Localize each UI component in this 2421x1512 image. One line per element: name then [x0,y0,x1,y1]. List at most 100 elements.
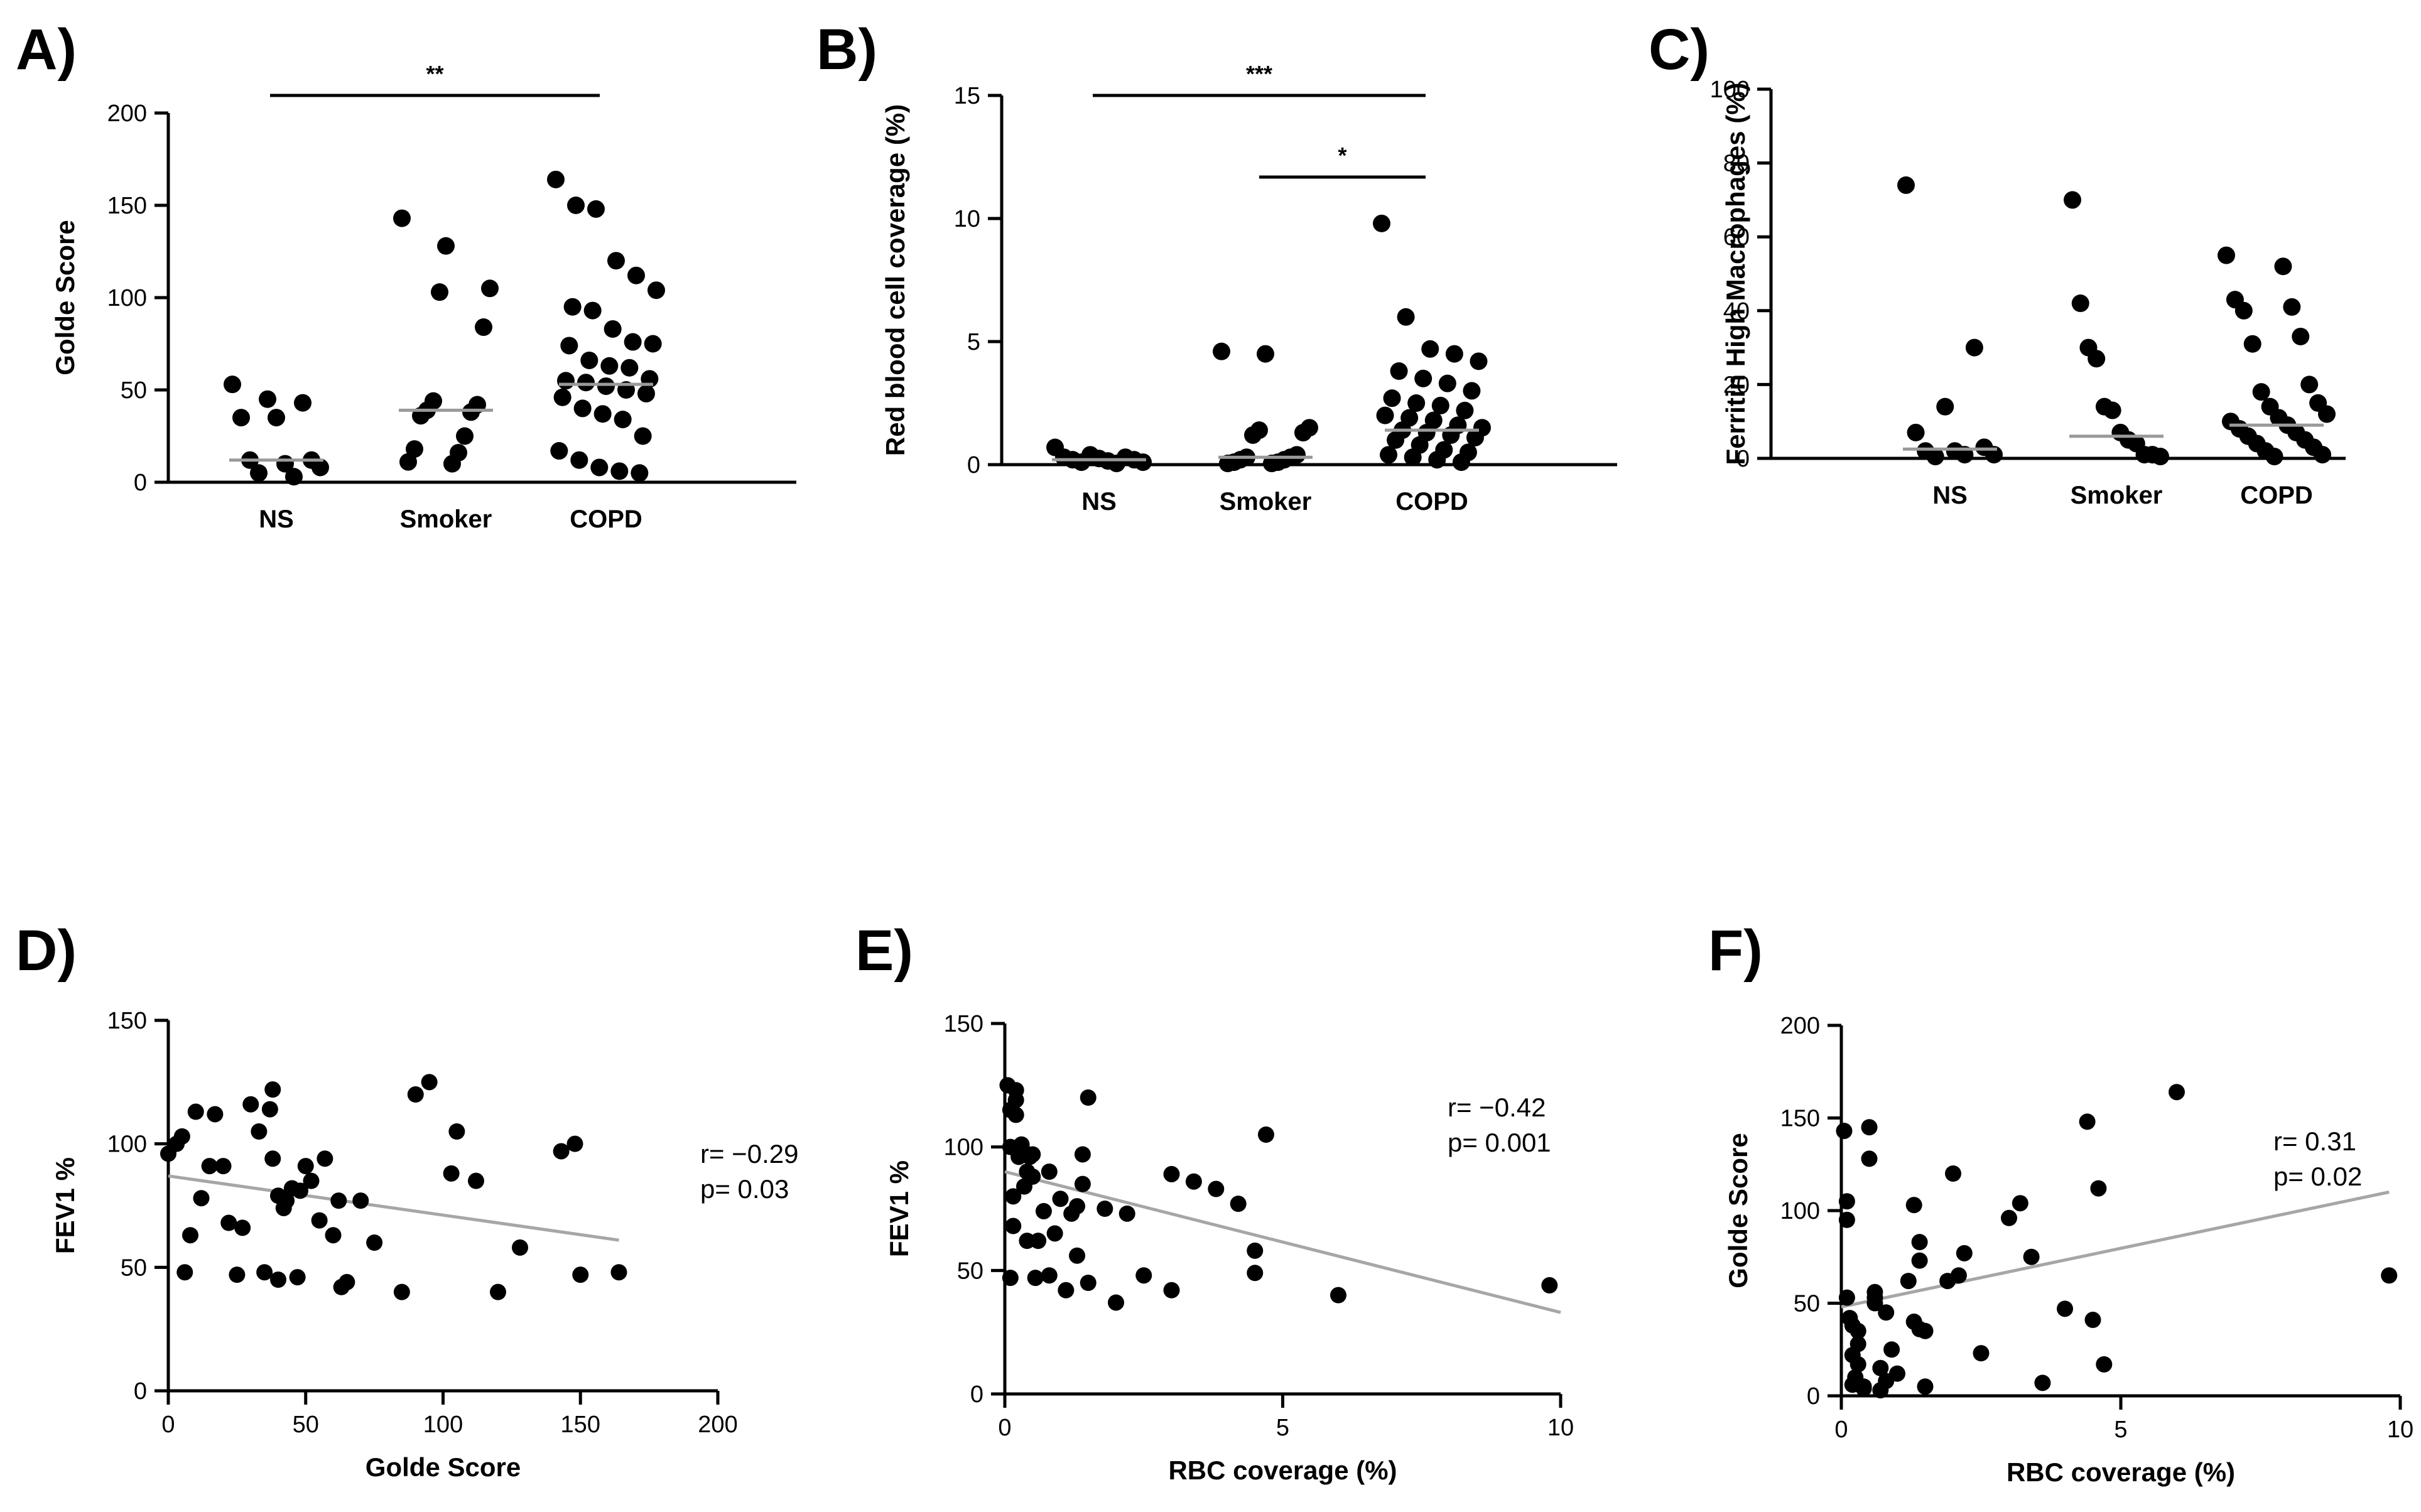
data-point [1247,1242,1264,1259]
data-point [1387,431,1405,449]
data-point [1135,1267,1152,1284]
data-point [627,266,645,284]
data-point [1905,1197,1922,1214]
data-point [256,1264,273,1281]
data-point [2090,1180,2107,1197]
data-point [1431,396,1449,414]
regression-line [168,1174,619,1242]
data-point [2169,1084,2185,1101]
data-point [330,1192,347,1209]
data-point [553,388,571,406]
y-axis-title: Red blood cell coverage (%) [880,104,910,456]
data-point [462,403,480,421]
panel-a: A) 0 50 100 150 200 Golde Score NS Smoker COPD ** [16,18,796,533]
data-point [407,1086,424,1103]
data-point [2292,327,2310,345]
y-tick-label: 0 [1807,1383,1820,1410]
data-point [264,1081,281,1098]
data-point [187,1103,204,1120]
data-point [2071,294,2089,313]
data-point [456,427,474,445]
data-point [553,1143,570,1160]
category-label: Smoker [1220,488,1312,516]
data-point [1452,453,1470,472]
correlation-p: p= 0.02 [2273,1162,2362,1191]
data-point [1407,394,1426,412]
y-tick-label: 0 [134,470,147,496]
y-tick-label: 100 [1710,77,1750,103]
panel-label: D) [16,919,77,983]
data-point [1883,1341,1900,1358]
data-point [431,283,448,301]
data-point [634,427,652,445]
data-point [2318,405,2336,423]
significance-label: ** [426,61,443,87]
data-point [1247,1265,1264,1282]
y-tick-label: 60 [1723,224,1750,251]
y-tick-label: 100 [944,1135,983,1161]
data-point [1027,1270,1044,1287]
data-point [201,1158,218,1175]
data-point [2152,448,2169,466]
data-point [1844,1376,1861,1393]
data-point [1397,308,1415,326]
data-point [1897,176,1915,194]
data-point [644,335,662,353]
data-point [399,453,417,471]
data-point [1118,1205,1135,1222]
data-point [297,1158,314,1175]
y-tick-label: 5 [967,329,980,355]
data-point [1041,1164,1058,1180]
data-point [1470,352,1488,370]
data-point [1390,362,1408,381]
y-tick-label: 150 [107,193,147,219]
data-point [1257,1126,1274,1143]
y-tick-label: 80 [1723,151,1750,177]
data-point [352,1192,369,1209]
data-point [1007,1106,1024,1123]
data-point [285,468,303,486]
data-point [1080,1089,1097,1106]
data-point [1463,382,1481,400]
data-point [2034,1374,2051,1391]
data-point [1383,389,1401,408]
data-point [2096,1356,2113,1373]
data-point [1208,1180,1225,1197]
data-point [421,1074,438,1091]
data-point [311,1212,328,1229]
data-point [2252,383,2270,401]
data-point [637,384,655,402]
data-point [597,377,615,396]
y-axis-title: FEV1 % [884,1160,914,1257]
data-point [1836,1123,1853,1140]
data-point [393,1283,410,1300]
data-point [1926,448,1944,466]
data-point [1850,1336,1866,1353]
category-label: COPD [570,505,642,533]
data-point [1005,1188,1022,1205]
category-label: NS [259,505,294,533]
data-point [1030,1233,1047,1250]
category-label: NS [1081,488,1117,516]
data-point [2064,191,2081,209]
data-point [268,409,285,427]
x-tick-label: 50 [293,1412,319,1438]
data-point [1330,1287,1346,1304]
y-tick-label: 20 [1723,372,1750,398]
y-tick-label: 150 [944,1011,983,1037]
data-point [1069,1198,1086,1215]
x-tick-label: 5 [1276,1415,1289,1441]
panel-label: B) [816,18,877,82]
y-tick-label: 200 [107,100,147,127]
data-point [294,394,311,412]
y-tick-label: 0 [134,1378,147,1405]
data-point [580,351,598,369]
data-point [1950,1267,1967,1284]
data-point [2084,1312,2101,1329]
correlation-p: p= 0.001 [1448,1128,1551,1157]
x-tick-label: 200 [698,1412,737,1438]
panel-f: F) 0 50 100 150 200 Golde Score 0 5 10 RBC coverag… [1708,919,2413,1487]
correlation-r: r= −0.29 [700,1139,798,1169]
